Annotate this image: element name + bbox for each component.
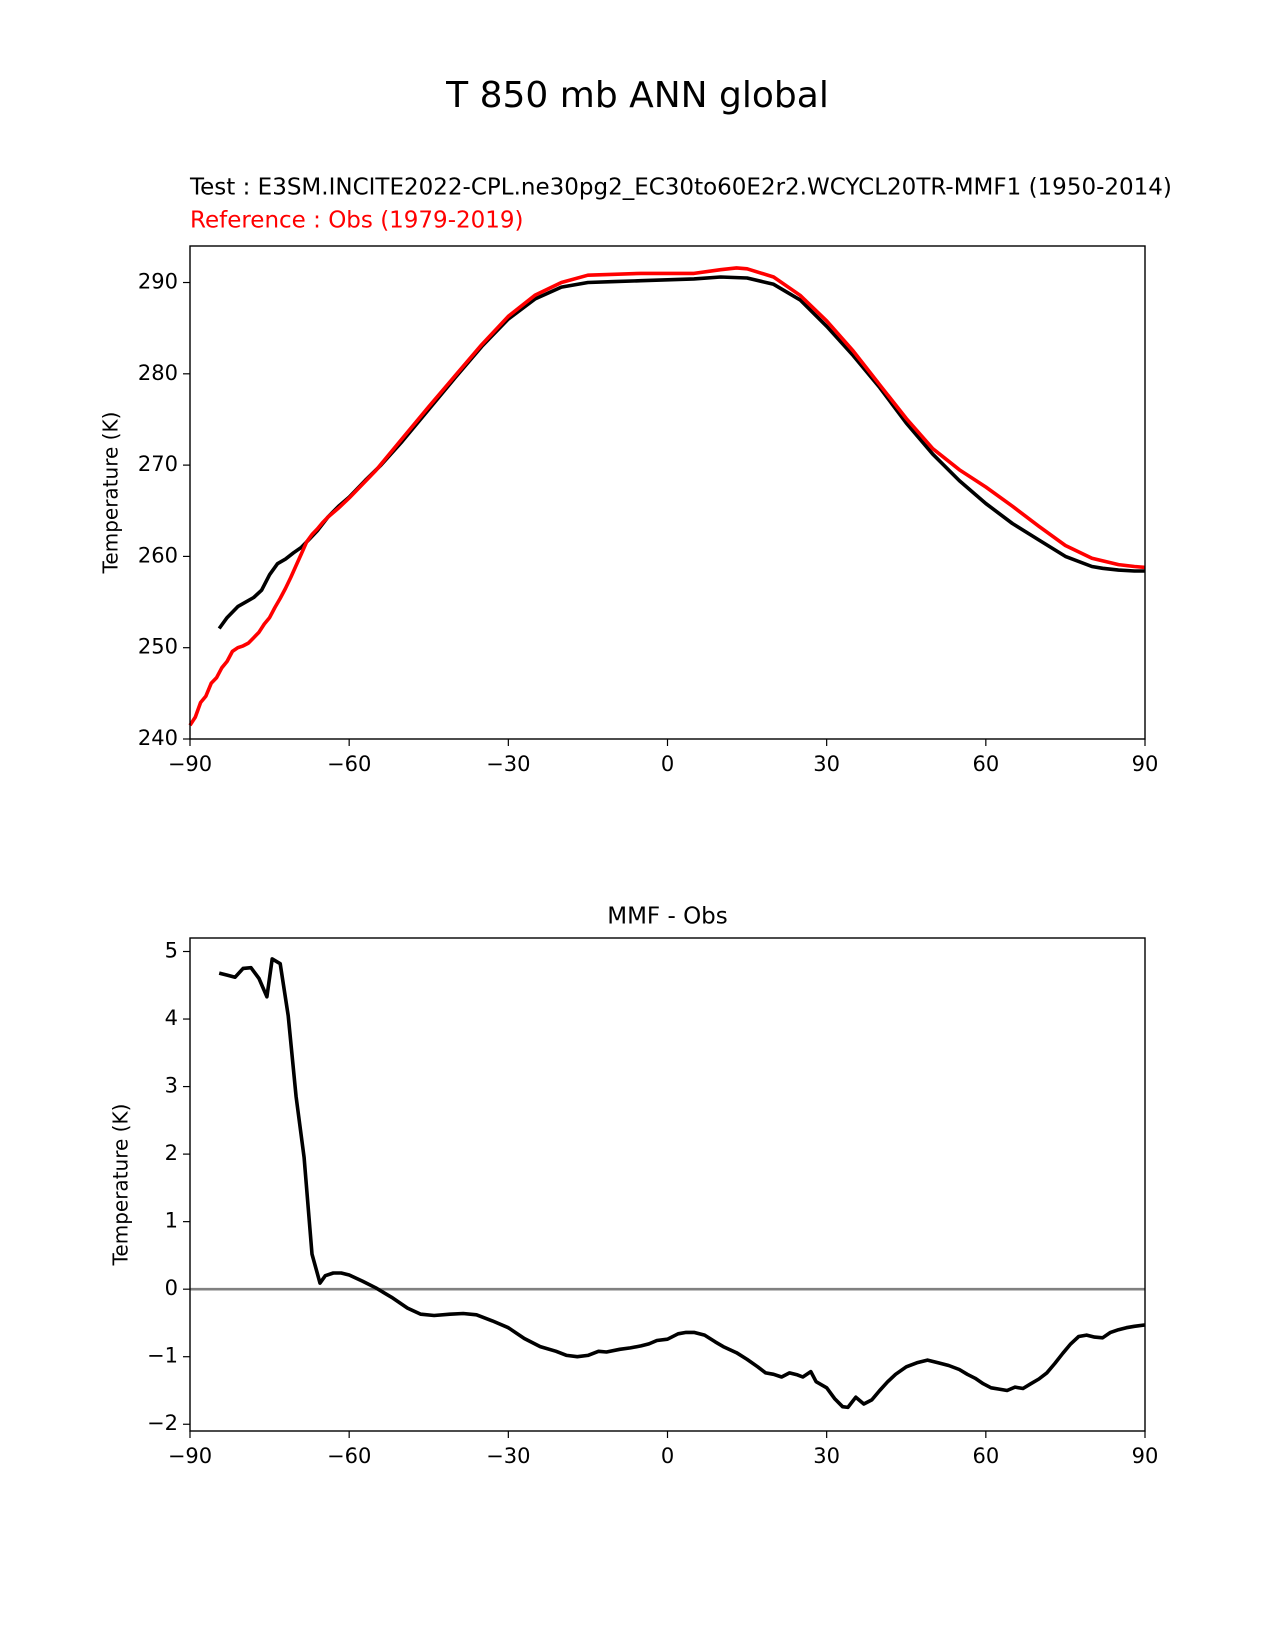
chart-top-ytick-label: 260 [138,543,178,567]
chart-top-xtick-label: −60 [327,752,371,776]
chart-top-ytick-label: 290 [138,270,178,294]
chart-top: −90 −60 −30 0 30 60 90 240 250 260 270 280 290 Tempe… [99,245,1158,776]
chart-top-ytick-label: 250 [138,635,178,659]
chart-top-xtick-label: 0 [661,752,674,776]
chart-bottom-title: MMF - Obs [607,904,728,930]
chart-bottom-ylabel: Temperature (K) [109,1104,133,1267]
chart-top-xtick-label: 90 [1132,752,1159,776]
chart-top-xtick-label: 30 [813,752,840,776]
chart-bottom-ytick-label: 2 [165,1141,178,1165]
chart-bottom-ytick-label: 5 [165,939,178,963]
chart-bottom-ytick-label: 1 [165,1209,178,1233]
figure-suptitle: T 850 mb ANN global [445,75,829,116]
chart-bottom: MMF - Obs −90 −60 −30 0 30 60 90 −2 −1 0 1 2 3 4 5 Tem… [109,904,1159,1469]
chart-bottom-series [190,957,1146,1410]
chart-bottom-ytick-label: 3 [165,1074,178,1098]
chart-top-xtick-label: −30 [486,752,530,776]
chart-bottom-ticks: −90 −60 −30 0 30 60 90 −2 −1 0 1 2 3 4 5 [147,939,1158,1468]
test-label: Test : E3SM.INCITE2022-CPL.ne30pg2_EC30t… [189,175,1172,201]
chart-bottom-xtick-label: 90 [1132,1444,1159,1468]
chart-bottom-xtick-label: −30 [486,1444,530,1468]
chart-bottom-series-difference-line [218,957,1146,1410]
chart-bottom-xtick-label: 30 [813,1444,840,1468]
chart-top-ytick-label: 280 [138,361,178,385]
chart-bottom-ytick-label: 4 [165,1006,178,1030]
chart-bottom-xtick-label: −90 [168,1444,212,1468]
chart-top-series [188,266,1146,727]
chart-bottom-ytick-label: −2 [147,1411,178,1435]
chart-bottom-xtick-label: −60 [327,1444,371,1468]
chart-top-xtick-label: −90 [168,752,212,776]
chart-top-series-reference-line [188,266,1146,727]
chart-bottom-ytick-label: −1 [147,1344,178,1368]
chart-top-ytick-label: 270 [138,452,178,476]
chart-bottom-ytick-label: 0 [165,1276,178,1300]
reference-label: Reference : Obs (1979-2019) [190,208,524,234]
chart-top-xtick-label: 60 [972,752,999,776]
chart-top-frame [189,245,1146,740]
chart-top-ylabel: Temperature (K) [99,412,123,575]
chart-top-ticks: −90 −60 −30 0 30 60 90 240 250 260 270 280 290 [138,270,1158,776]
chart-top-series-test-line [217,275,1145,630]
chart-bottom-xtick-label: 60 [972,1444,999,1468]
chart-bottom-xtick-label: 0 [661,1444,674,1468]
chart-top-ytick-label: 240 [138,726,178,750]
chart-bottom-frame [189,937,1146,1432]
